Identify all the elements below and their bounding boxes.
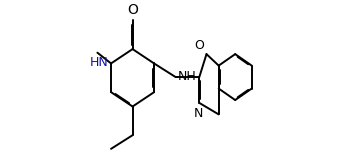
Text: NH: NH: [177, 70, 196, 83]
Text: HN: HN: [90, 56, 109, 69]
Text: O: O: [194, 39, 204, 51]
Text: N: N: [194, 107, 203, 120]
Text: O: O: [127, 3, 138, 17]
